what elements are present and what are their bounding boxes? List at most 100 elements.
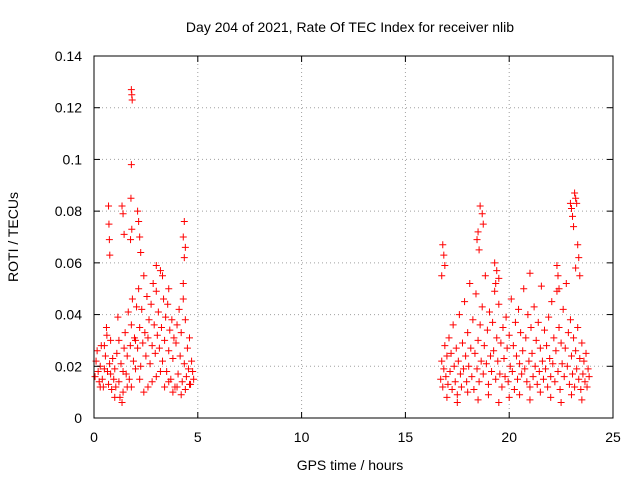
data-point-marker <box>566 199 574 207</box>
data-point-marker <box>479 220 487 228</box>
data-point-marker <box>136 375 144 383</box>
data-point-marker <box>175 305 183 313</box>
data-point-marker <box>161 383 169 391</box>
data-point-marker <box>137 362 145 370</box>
data-point-marker <box>174 370 182 378</box>
axis-ticks <box>93 55 614 419</box>
data-point-marker <box>583 383 591 391</box>
data-point-marker <box>105 236 113 244</box>
data-point-marker <box>128 96 136 104</box>
x-tick-labels: 0 5 10 15 20 25 <box>90 429 621 445</box>
x-tick-label: 5 <box>194 429 202 445</box>
data-point-marker <box>91 373 99 381</box>
data-point-marker <box>495 300 503 308</box>
data-point-marker <box>177 391 185 399</box>
data-point-marker <box>152 287 160 295</box>
data-point-marker <box>136 324 144 331</box>
data-point-marker <box>528 349 536 357</box>
data-points <box>91 86 593 406</box>
data-point-marker <box>567 391 575 399</box>
data-point-marker <box>450 362 458 370</box>
data-point-marker <box>142 352 150 360</box>
data-point-marker <box>463 378 471 386</box>
data-point-marker <box>506 362 514 370</box>
x-tick-label: 0 <box>90 429 98 445</box>
data-point-marker <box>468 373 476 381</box>
data-point-marker <box>511 318 519 326</box>
data-point-marker <box>440 251 448 259</box>
data-point-marker <box>141 329 149 337</box>
data-point-marker <box>183 344 191 352</box>
data-point-marker <box>185 334 193 342</box>
data-point-marker <box>495 398 503 406</box>
data-point-marker <box>180 360 188 368</box>
data-point-marker <box>159 272 167 280</box>
data-point-marker <box>128 295 136 303</box>
data-point-marker <box>127 236 135 244</box>
data-point-marker <box>145 316 153 324</box>
data-point-marker <box>149 280 157 288</box>
data-point-marker <box>508 367 516 375</box>
data-point-marker <box>478 210 486 218</box>
data-point-marker <box>475 378 483 386</box>
data-point-marker <box>125 375 133 383</box>
data-point-marker <box>155 344 163 352</box>
data-point-marker <box>146 360 154 368</box>
data-point-marker <box>466 280 474 288</box>
data-point-marker <box>585 373 593 381</box>
data-point-marker <box>106 251 114 259</box>
data-point-marker <box>549 360 557 368</box>
data-point-marker <box>118 398 126 406</box>
data-point-marker <box>179 280 187 288</box>
y-tick-label: 0.1 <box>63 151 83 167</box>
data-point-marker <box>507 295 515 303</box>
x-tick-label: 10 <box>294 429 310 445</box>
data-point-marker <box>173 383 181 391</box>
data-point-marker <box>477 357 485 365</box>
data-point-marker <box>127 321 135 329</box>
data-point-marker <box>565 380 573 388</box>
data-point-marker <box>537 282 545 290</box>
data-point-marker <box>571 383 579 391</box>
data-point-marker <box>440 365 448 373</box>
data-point-marker <box>529 373 537 381</box>
data-point-marker <box>554 367 562 375</box>
data-point-marker <box>152 373 160 381</box>
data-point-marker <box>561 344 569 352</box>
data-point-marker <box>518 370 526 378</box>
data-point-marker <box>156 267 164 275</box>
data-point-marker <box>182 373 190 381</box>
data-point-marker <box>555 324 563 331</box>
data-point-marker <box>464 329 472 337</box>
data-point-marker <box>140 272 148 280</box>
data-point-marker <box>438 357 446 365</box>
data-point-marker <box>539 375 547 383</box>
data-point-marker <box>496 370 504 378</box>
data-point-marker <box>165 378 173 386</box>
data-point-marker <box>151 349 159 357</box>
data-point-marker <box>143 292 151 300</box>
data-point-marker <box>488 367 496 375</box>
data-point-marker <box>132 365 140 373</box>
data-point-marker <box>180 217 188 225</box>
data-point-marker <box>505 331 513 339</box>
data-point-marker <box>173 321 181 329</box>
data-point-marker <box>554 272 562 280</box>
data-point-marker <box>559 305 567 313</box>
data-point-marker <box>443 393 451 401</box>
data-point-marker <box>495 274 503 282</box>
data-point-marker <box>460 365 468 373</box>
data-point-marker <box>455 311 463 319</box>
data-point-marker <box>474 396 482 404</box>
y-tick-label: 0.14 <box>55 48 82 64</box>
data-point-marker <box>574 241 582 249</box>
data-point-marker <box>446 367 454 375</box>
data-point-marker <box>560 373 568 381</box>
data-point-marker <box>451 378 459 386</box>
data-point-marker <box>573 365 581 373</box>
data-point-marker <box>578 339 586 347</box>
data-point-marker <box>547 373 555 381</box>
data-point-marker <box>494 357 502 365</box>
data-point-marker <box>132 336 140 344</box>
data-point-marker <box>474 336 482 344</box>
